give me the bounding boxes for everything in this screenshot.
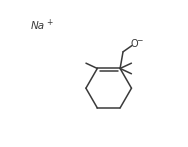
Text: +: +	[47, 18, 53, 27]
Text: O: O	[131, 39, 138, 49]
Text: Na: Na	[31, 21, 45, 31]
Text: −: −	[136, 36, 143, 45]
